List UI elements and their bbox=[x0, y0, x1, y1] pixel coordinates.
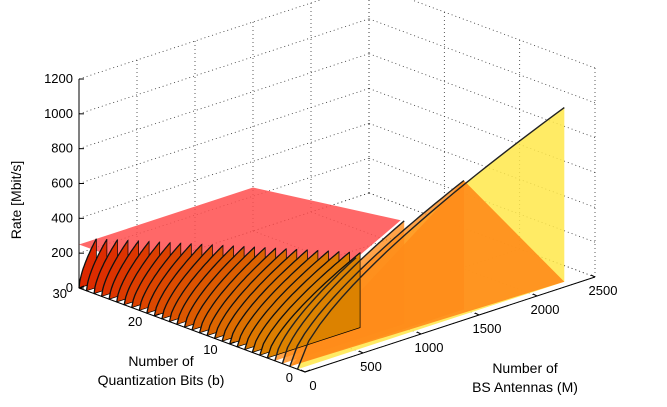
grid-line bbox=[368, 18, 596, 104]
surface-rib-edge bbox=[206, 247, 277, 336]
surface-rib-edge bbox=[168, 245, 224, 322]
antenna-tick-label: 2000 bbox=[531, 302, 560, 317]
bits-tick-label: 10 bbox=[203, 342, 217, 357]
rate-tick-label: 200 bbox=[51, 245, 73, 260]
grid-line bbox=[78, 0, 322, 80]
bits-tick-label: 30 bbox=[53, 286, 67, 301]
bits-axis-line bbox=[78, 287, 306, 373]
surface-rib-edge bbox=[153, 243, 203, 317]
surface-rib-edge bbox=[266, 252, 361, 359]
bits-axis-ticks: 0 10 20 30 bbox=[53, 285, 311, 385]
antenna-tick-label: 1500 bbox=[473, 321, 502, 336]
antenna-tick bbox=[590, 274, 596, 278]
rate-tick-label: 0 bbox=[66, 280, 73, 295]
surface-rib-edge bbox=[123, 241, 161, 305]
surface-curve bbox=[281, 220, 405, 364]
surface-rib-edge bbox=[236, 250, 319, 347]
surface-rib-edge bbox=[131, 242, 171, 308]
bits-tick bbox=[229, 341, 235, 345]
bits-tick bbox=[78, 285, 85, 289]
antenna-tick-label: 1000 bbox=[415, 340, 444, 355]
bits-axis-title-line2: Quantization Bits (b) bbox=[98, 372, 225, 388]
antenna-axis-ticks: 0 500 1000 1500 2000 2500 bbox=[300, 274, 618, 393]
rate-tick-label: 800 bbox=[51, 141, 73, 156]
surface-rib-edge bbox=[221, 248, 298, 342]
surface-rib-edge bbox=[183, 246, 245, 328]
surface-rib-edge bbox=[191, 246, 256, 331]
rate-tick-label: 600 bbox=[51, 176, 73, 191]
surface-rib-edge bbox=[229, 249, 308, 345]
rate-axis-ticks: 0 200 400 600 800 1000 1200 bbox=[44, 71, 84, 295]
surface-rib-edge bbox=[198, 247, 266, 333]
surface-rib-edge bbox=[138, 242, 182, 311]
antenna-tick bbox=[300, 369, 306, 373]
surface-rib-edge bbox=[85, 238, 108, 291]
grid-line bbox=[78, 53, 370, 150]
grid-line bbox=[78, 18, 370, 115]
rate-tick-label: 1200 bbox=[44, 71, 73, 86]
grid-line bbox=[78, 122, 370, 219]
rate-axis-title: Rate [Mbit/s] bbox=[8, 161, 24, 240]
surface-rib-edge bbox=[213, 248, 287, 339]
surface-rib-edge bbox=[93, 239, 119, 294]
antenna-tick bbox=[416, 331, 422, 335]
bits-tick bbox=[304, 369, 311, 373]
surface-rib-edge bbox=[146, 243, 192, 314]
surface-rib-edge bbox=[161, 244, 213, 319]
grid-line bbox=[78, 88, 370, 184]
antenna-tick-label: 0 bbox=[309, 378, 316, 393]
rate-tick-label: 400 bbox=[51, 210, 73, 225]
surface-rib-edge bbox=[78, 238, 97, 289]
surface-curve bbox=[289, 179, 465, 367]
bits-tick-label: 0 bbox=[286, 370, 293, 385]
antenna-tick bbox=[532, 293, 538, 297]
bits-tick-label: 20 bbox=[128, 314, 142, 329]
antenna-axis-title-line1: Number of bbox=[492, 360, 557, 376]
surface-rib-edge bbox=[116, 241, 150, 303]
antenna-tick bbox=[358, 350, 364, 354]
surface-rib-edge bbox=[251, 251, 340, 353]
surface-rib-edge bbox=[259, 251, 351, 356]
surface-rib-edge bbox=[100, 240, 129, 297]
antenna-tick bbox=[474, 312, 480, 316]
bits-tick bbox=[154, 313, 160, 317]
surface-rib-edge bbox=[244, 250, 329, 350]
surface-rib-edge bbox=[108, 240, 140, 300]
antenna-axis-title-line2: BS Antennas (M) bbox=[472, 379, 578, 395]
grid-line bbox=[410, 0, 596, 69]
surface-curve bbox=[274, 257, 357, 361]
antenna-tick-label: 2500 bbox=[589, 283, 618, 298]
antenna-axis-line bbox=[304, 276, 596, 373]
surface bbox=[78, 107, 565, 370]
surface-curve bbox=[296, 107, 565, 370]
surface-rib-edge bbox=[176, 245, 234, 325]
rate-tick-label: 1000 bbox=[44, 106, 73, 121]
antenna-tick-label: 500 bbox=[360, 359, 382, 374]
bits-axis-title-line1: Number of bbox=[128, 353, 193, 369]
